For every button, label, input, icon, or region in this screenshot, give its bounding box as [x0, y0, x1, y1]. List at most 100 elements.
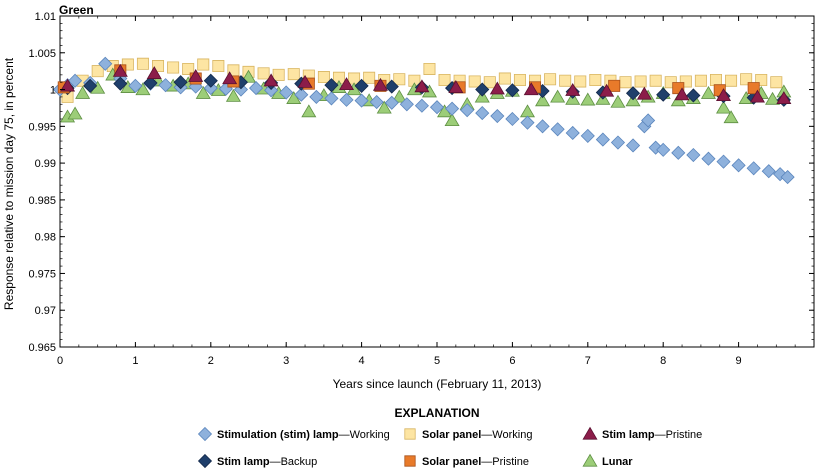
data-point	[746, 161, 761, 176]
legend-label-bold: Stim lamp	[217, 456, 270, 468]
data-point	[725, 74, 738, 87]
data-point	[444, 113, 460, 127]
y-tick-label: 0.975	[28, 268, 56, 280]
legend: EXPLANATION Stimulation (stim) lamp —Work…	[197, 406, 702, 469]
series-4	[60, 63, 792, 104]
data-point	[354, 93, 369, 108]
legend-label: Solar panel—Working	[422, 429, 532, 441]
legend-marker	[582, 426, 598, 440]
data-point	[513, 73, 526, 86]
data-point	[505, 83, 520, 98]
legend-heading: EXPLANATION	[394, 406, 479, 420]
data-point	[369, 94, 384, 110]
data-point	[257, 67, 270, 80]
data-point	[498, 72, 511, 85]
data-point	[709, 73, 722, 86]
x-axis: 0 1 2 3 4 5 6 7 8 9	[57, 16, 815, 367]
data-point	[317, 71, 330, 84]
legend-label: Stim lamp—Backup	[217, 456, 317, 468]
data-point	[641, 113, 656, 128]
x-tick-label: 2	[208, 355, 214, 367]
data-point	[391, 89, 407, 103]
legend-label-bold: Stimulation (stim) lamp	[217, 429, 339, 441]
data-point	[112, 63, 128, 77]
data-point	[505, 111, 520, 127]
data-point	[519, 104, 536, 118]
y-tick-label: 0.985	[28, 195, 56, 207]
data-point	[197, 58, 210, 71]
data-point	[203, 81, 218, 96]
data-point	[770, 76, 783, 89]
legend-label-bold: Solar panel	[422, 456, 481, 468]
data-point	[475, 106, 490, 121]
data-point	[700, 85, 716, 99]
data-point	[264, 83, 279, 98]
data-point	[146, 66, 162, 79]
data-point	[68, 73, 83, 88]
data-point	[297, 74, 313, 88]
data-point	[625, 86, 641, 101]
data-point	[363, 71, 376, 84]
y-tick-label: 0.97	[35, 305, 56, 317]
data-point	[222, 71, 238, 85]
data-point	[113, 76, 128, 91]
data-point	[580, 92, 596, 106]
legend-marker	[197, 426, 213, 442]
data-point	[749, 89, 765, 103]
data-point	[761, 164, 776, 179]
legend-label: Solar panel—Pristine	[422, 456, 529, 468]
data-point	[324, 78, 339, 93]
y-tick-label: 1.005	[28, 48, 56, 60]
data-point	[716, 154, 731, 169]
x-tick-label: 5	[434, 355, 440, 367]
data-point	[414, 98, 429, 113]
data-point	[423, 62, 436, 75]
data-point	[414, 79, 430, 93]
data-point	[520, 115, 535, 130]
data-point	[475, 82, 490, 97]
data-point	[376, 100, 392, 114]
x-axis-label: Years since launch (February 11, 2013)	[333, 377, 542, 391]
data-point	[634, 75, 647, 88]
x-tick-label: 6	[509, 355, 515, 367]
data-point	[135, 82, 151, 96]
x-tick-label: 1	[132, 355, 138, 367]
data-point	[212, 60, 225, 73]
data-point	[279, 85, 294, 100]
legend-marker	[197, 453, 213, 469]
legend-label-rest: —Pristine	[655, 429, 703, 441]
y-tick-label: 0.995	[28, 121, 56, 133]
x-tick-label: 9	[736, 355, 742, 367]
legend-label-rest: —Pristine	[481, 456, 529, 468]
y-tick-label: 1	[50, 85, 56, 97]
data-point	[286, 91, 302, 104]
data-point	[574, 75, 587, 88]
series-2	[61, 57, 783, 103]
data-point	[128, 78, 143, 93]
data-point	[686, 147, 701, 163]
data-point	[445, 101, 460, 116]
data-point	[195, 85, 211, 99]
data-point	[384, 79, 399, 94]
legend-label-rest: —Working	[481, 429, 532, 441]
legend-label-bold: Lunar	[602, 456, 633, 468]
data-point	[67, 106, 83, 120]
x-tick-label: 0	[57, 355, 63, 367]
chart-title: Green	[59, 3, 94, 17]
data-point	[610, 94, 626, 108]
legend-label: Stim lamp—Pristine	[602, 429, 702, 441]
data-point	[167, 61, 180, 74]
data-point	[136, 57, 149, 70]
data-point	[636, 86, 652, 100]
data-point	[715, 100, 732, 114]
data-point	[610, 135, 626, 150]
data-point	[448, 80, 464, 93]
plot-area	[52, 15, 815, 348]
data-point	[83, 78, 98, 93]
data-point	[460, 103, 475, 118]
y-tick-label: 0.98	[35, 232, 56, 244]
data-point	[338, 77, 355, 91]
data-point	[225, 88, 241, 102]
data-point	[535, 93, 551, 107]
